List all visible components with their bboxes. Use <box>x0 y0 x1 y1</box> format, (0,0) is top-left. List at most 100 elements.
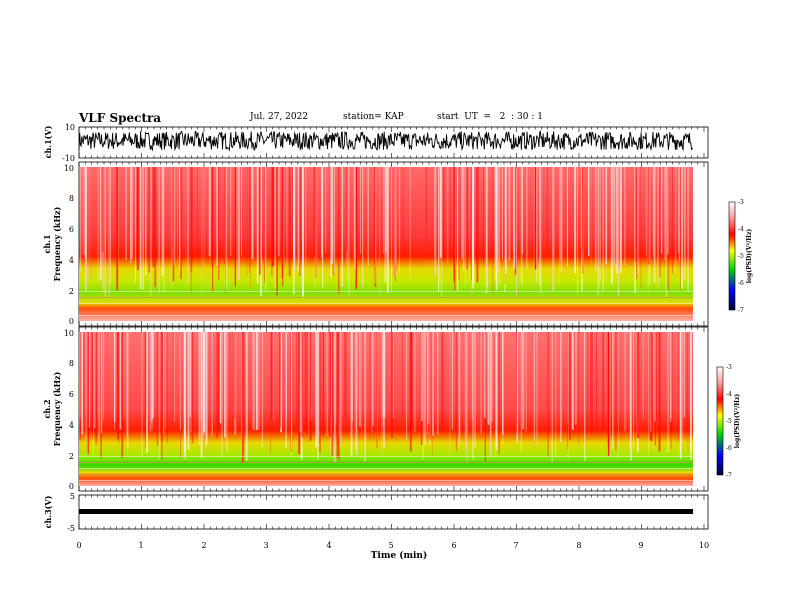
spectrogram-stripe <box>498 332 500 455</box>
spectrogram-stripe <box>483 167 484 266</box>
spectrogram-stripe <box>551 332 553 463</box>
spectrogram-stripe <box>581 167 583 292</box>
ch1-ytick-8: 8 <box>69 194 74 203</box>
spectrogram-stripe <box>359 332 361 427</box>
spectrogram-stripe <box>340 332 342 446</box>
spectrogram-stripe <box>376 332 378 448</box>
spectrogram-stripe <box>624 167 626 266</box>
spectrogram-line <box>79 309 693 310</box>
spectrogram-stripe <box>636 167 638 280</box>
xtick-8: 8 <box>576 541 581 550</box>
spectrogram-stripe <box>399 167 400 274</box>
spectrogram-stripe <box>231 332 233 429</box>
spectrogram-stripe <box>211 167 213 268</box>
spectrogram-stripe <box>83 332 85 422</box>
spectrogram-stripe <box>523 332 525 430</box>
spectrogram-stripe <box>392 332 394 418</box>
spectrogram-stripe <box>298 332 301 455</box>
spectrogram-stripe <box>574 167 576 262</box>
spectrogram-stripe <box>109 167 111 291</box>
spectrogram-stripe <box>130 167 132 264</box>
spectrogram-stripe <box>79 332 81 419</box>
spectrogram-stripe <box>319 332 321 453</box>
spectrogram-stripe <box>462 167 465 271</box>
spectrogram-stripe <box>362 167 364 287</box>
spectrogram-stripe <box>613 167 615 268</box>
ch2-cb-tick-m3: -3 <box>726 364 732 371</box>
spectrogram-stripe <box>288 167 291 277</box>
spectrogram-stripe <box>121 332 124 459</box>
spectrogram-stripe <box>201 332 203 459</box>
xtick-6: 6 <box>451 541 456 550</box>
spectrogram-stripe <box>660 167 663 254</box>
spectrogram-stripe <box>495 332 496 458</box>
spectrogram-stripe <box>678 167 680 261</box>
spectrogram-stripe <box>637 332 640 438</box>
spectrogram-stripe <box>218 332 220 430</box>
spectrogram-stripe <box>671 167 673 274</box>
spectrogram-stripe <box>424 332 426 446</box>
ch2-colorbar-gradient <box>716 366 724 476</box>
spectrogram-stripe <box>81 332 84 435</box>
spectrogram-stripe <box>229 332 231 426</box>
spectrogram-stripe <box>100 332 103 433</box>
spectrogram-stripe <box>154 167 157 288</box>
spectrogram-stripe <box>364 332 367 462</box>
spectrogram-stripe <box>216 332 218 439</box>
spectrogram-stripe <box>264 167 266 267</box>
spectrogram-stripe <box>514 167 517 275</box>
spectrogram-stripe <box>156 332 159 446</box>
spectrogram-stripe <box>142 167 144 290</box>
spectrogram-stripe <box>170 167 172 289</box>
spectrogram-stripe <box>161 332 163 460</box>
spectrogram-stripe <box>461 167 463 259</box>
spectrogram-stripe <box>223 167 226 264</box>
spectrogram-stripe <box>331 332 333 456</box>
spectrogram-stripe <box>99 167 102 281</box>
spectrogram-stripe <box>285 332 287 449</box>
spectrogram-stripe <box>513 167 516 269</box>
spectrogram-stripe <box>584 332 586 462</box>
spectrogram-stripe <box>372 332 374 435</box>
spectrogram-stripe <box>291 332 292 450</box>
spectrogram-stripe <box>151 332 153 431</box>
spectrogram-stripe <box>332 167 334 254</box>
ch2-ytick-2: 2 <box>69 452 74 461</box>
spectrogram-stripe <box>260 167 262 296</box>
xtick-1: 1 <box>138 541 143 550</box>
spectrogram-stripe <box>149 167 152 298</box>
spectrogram-stripe <box>490 332 493 422</box>
spectrogram-stripe <box>346 332 348 436</box>
spectrogram-stripe <box>533 332 536 441</box>
spectrogram-stripe <box>559 167 560 285</box>
spectrogram-stripe <box>535 167 537 270</box>
spectrogram-stripe <box>535 332 538 446</box>
spectrogram-stripe <box>198 332 201 446</box>
spectrogram-stripe <box>620 167 622 273</box>
spectrogram-stripe <box>655 332 657 422</box>
spectrogram-stripe <box>354 167 356 270</box>
ch1-ylabel-channel: ch.1 <box>42 234 52 253</box>
spectrogram-stripe <box>126 332 129 449</box>
date-label: Jul. 27, 2022 <box>250 112 309 122</box>
spectrogram-stripe <box>370 332 371 435</box>
spectrogram-stripe <box>552 167 555 291</box>
spectrogram-line <box>79 468 693 469</box>
ch1-colorbar: -3 -4 -5 -6 -7 log(PSD)(V²/Hz) <box>728 199 753 314</box>
spectrogram-stripe <box>472 332 474 460</box>
spectrogram-stripe <box>297 167 300 272</box>
spectrogram-stripe <box>202 332 205 432</box>
spectrogram-stripe <box>190 332 192 433</box>
spectrogram-stripe <box>525 332 527 432</box>
ch1-waveform-panel: 10 -10 ch.1(V) <box>43 123 709 163</box>
ch2-cb-tick-m5: -5 <box>726 418 732 425</box>
ch1-ylabel-freq: Frequency (kHz) <box>52 206 62 281</box>
spectrogram-stripe <box>598 167 600 290</box>
spectrogram-stripe <box>602 332 604 431</box>
ch1-ytick-top: 10 <box>65 123 75 132</box>
spectrogram-stripe <box>649 332 652 440</box>
spectrogram-stripe <box>425 167 427 260</box>
spectrogram-stripe <box>560 167 563 273</box>
spectrogram-stripe <box>114 332 115 430</box>
spectrogram-stripe <box>384 332 386 418</box>
